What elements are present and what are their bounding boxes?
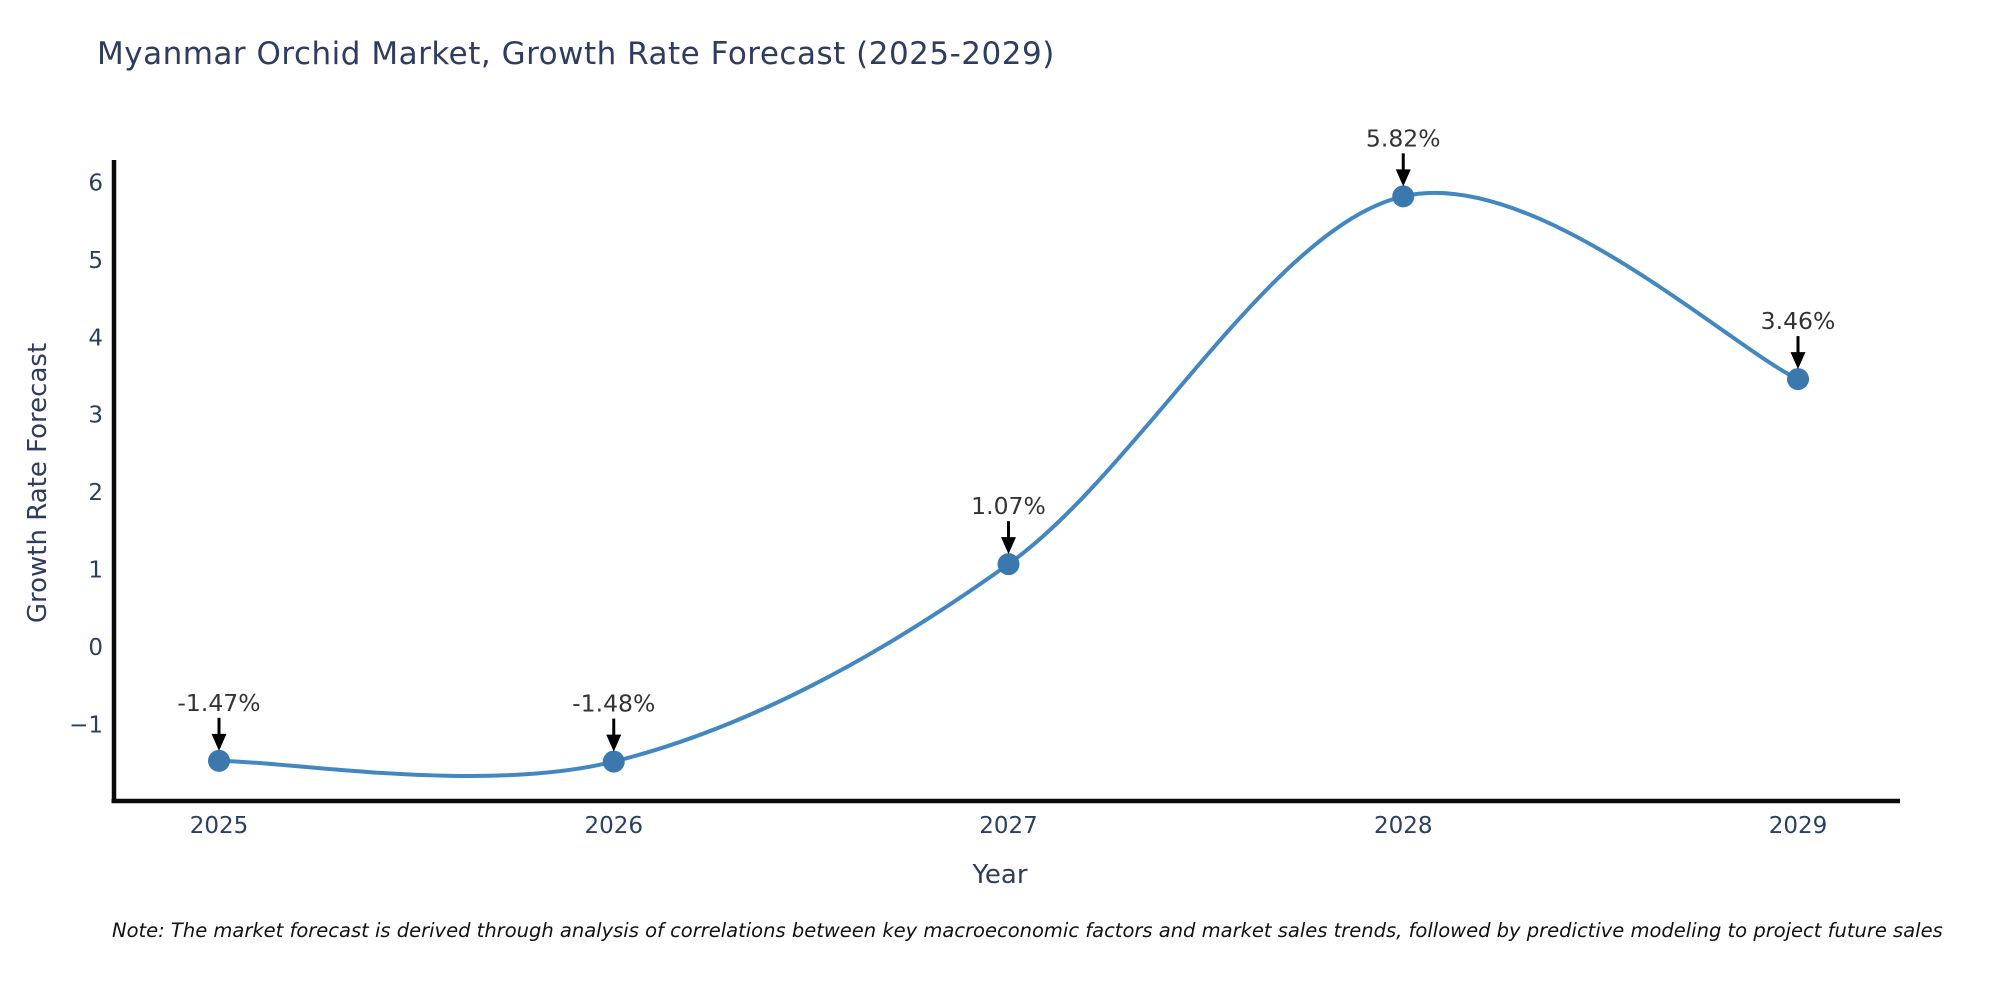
annotation-arrowhead-icon (1395, 169, 1411, 187)
data-point-marker[interactable] (997, 553, 1020, 576)
data-point-marker[interactable] (1392, 185, 1415, 208)
x-tick-label: 2028 (1374, 813, 1433, 839)
annotation-arrowhead-icon (211, 733, 227, 751)
annotation-arrowhead-icon (1790, 352, 1806, 370)
annotation-arrowhead-icon (1001, 537, 1016, 555)
y-tick-label: 5 (88, 248, 103, 274)
annotation-label: 3.46% (1761, 307, 1836, 335)
annotation-label: 1.07% (971, 492, 1046, 520)
y-tick-label: 2 (88, 480, 103, 506)
y-tick-label: 4 (88, 325, 103, 351)
chart-title: Myanmar Orchid Market, Growth Rate Forec… (97, 36, 1055, 72)
data-point-marker[interactable] (208, 749, 230, 772)
annotation-label: -1.48% (572, 690, 655, 718)
annotation-label: -1.47% (177, 689, 260, 717)
annotation-arrowhead-icon (606, 734, 622, 752)
x-axis-title: Year (972, 860, 1028, 890)
x-tick-label: 2025 (190, 813, 249, 839)
y-tick-label: 6 (88, 170, 103, 196)
x-tick-label: 2027 (979, 813, 1038, 839)
forecast-line (217, 190, 1800, 778)
methodology-note: Note: The market forecast is derived thr… (112, 919, 1943, 942)
y-tick-label: −1 (69, 712, 103, 738)
data-point-marker[interactable] (602, 750, 625, 773)
x-tick-label: 2029 (1769, 813, 1828, 839)
y-tick-label: 1 (88, 558, 103, 584)
y-tick-label: 0 (88, 635, 103, 661)
y-tick-label: 3 (88, 403, 103, 429)
data-point-marker[interactable] (1787, 368, 1809, 391)
annotation-label: 5.82% (1366, 124, 1441, 152)
x-tick-label: 2026 (584, 813, 643, 839)
